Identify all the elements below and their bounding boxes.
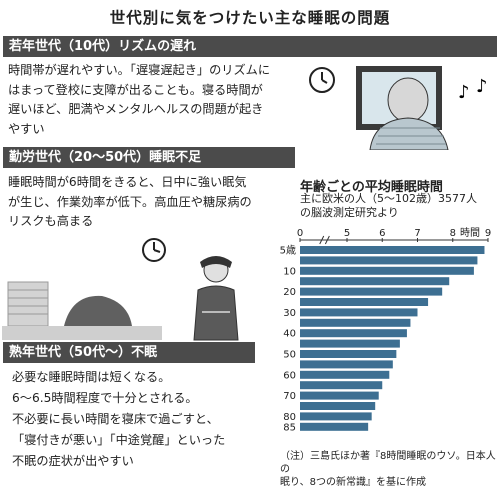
- worker-illustration: [2, 238, 239, 341]
- y-tick-label: 20: [283, 287, 296, 298]
- chart-bar: [300, 298, 429, 306]
- x-tick-label: 9: [485, 228, 491, 239]
- section-body-worker: 睡眠時間が6時間をきると、日中に強い眠気 が生じ、作業効率が低下。高血圧や糖尿病…: [8, 173, 252, 232]
- section-body-youth: 時間帯が遅れやすい。「遅寝遅起き」のリズムに はまって登校に支障が出ることも。寝…: [8, 61, 270, 139]
- body-line: 不眠の症状が出やすい: [12, 454, 134, 468]
- chart-subtitle-line: 主に欧米の人（5〜102歳）3577人: [300, 192, 477, 205]
- youth-illustration: ♪ ♪: [309, 66, 488, 150]
- axis-break-mark: [319, 235, 330, 245]
- chart-note-line: （注）三島氏ほか著『8時間睡眠のウソ。日本人の: [280, 451, 496, 475]
- music-note-icon: ♪ ♪: [458, 76, 488, 103]
- y-tick-label: 60: [283, 370, 296, 381]
- x-tick-label: 7: [414, 228, 420, 239]
- body-line: やすい: [8, 121, 45, 136]
- body-line: 「寝付きが悪い」「中途覚醒」といった: [12, 433, 226, 447]
- chart-bar: [300, 360, 393, 369]
- y-tick-label: 50: [283, 350, 296, 361]
- chart-bar: [300, 412, 372, 421]
- chart-bar: [300, 277, 450, 286]
- chart-bar: [300, 329, 407, 338]
- section-body-senior: 必要な睡眠時間は短くなる。 6〜6.5時間程度で十分とされる。 不必要に長い時間…: [12, 367, 225, 472]
- chart-bar: [300, 370, 390, 379]
- standing-person-illustration: [193, 256, 239, 341]
- body-line: 必要な睡眠時間は短くなる。: [12, 370, 171, 384]
- x-axis-unit: 時間: [460, 227, 480, 239]
- body-line: 6〜6.5時間程度で十分とされる。: [12, 391, 198, 405]
- body-line: 遅いほど、肥満やメンタルヘルスの問題が起き: [8, 102, 264, 116]
- x-tick-label: 5: [344, 228, 350, 239]
- body-line: 不必要に長い時間を寝床で過ごすと、: [12, 412, 219, 426]
- person-back-illustration: [369, 77, 449, 150]
- body-line: はまって登校に支障が出ることも。寝る時間が: [8, 82, 263, 97]
- chart-bar: [300, 350, 397, 358]
- chart-bar: [300, 381, 383, 390]
- chart-bar: [300, 422, 369, 431]
- chart-bar: [300, 246, 485, 254]
- x-tick-label: 0: [297, 228, 303, 239]
- chart-bar: [300, 308, 418, 317]
- x-tick-label: 6: [379, 228, 385, 239]
- chart-bar: [300, 287, 443, 296]
- chart-bar: [300, 402, 376, 410]
- chart-title: 年齢ごとの平均睡眠時間: [300, 180, 443, 195]
- svg-text:♪: ♪: [458, 82, 470, 103]
- chart-subtitle-line: の脳波測定研究より: [300, 206, 399, 219]
- body-line: が生じ、作業効率が低下。高血圧や糖尿病の: [8, 194, 252, 209]
- page-title: 世代別に気をつけたい主な睡眠の問題: [109, 9, 391, 27]
- chart-note: （注）三島氏ほか著『8時間睡眠のウソ。日本人の 眠り、8つの新常識』を基に作成: [280, 450, 498, 489]
- desk-illustration: [2, 326, 162, 340]
- paper-stack-illustration: [7, 281, 49, 327]
- body-line: 時間帯が遅れやすい。「遅寝遅起き」のリズムに: [8, 63, 271, 77]
- chart-bar: [300, 391, 379, 400]
- chart-subtitle: 主に欧米の人（5〜102歳）3577人 の脳波測定研究より: [300, 192, 500, 220]
- chart-bar: [300, 266, 474, 275]
- y-tick-label: 10: [283, 266, 296, 277]
- y-tick-label: 80: [283, 412, 296, 423]
- clock-icon: [142, 238, 166, 262]
- y-tick-label: 5歳: [280, 245, 296, 257]
- svg-text:♪: ♪: [476, 76, 488, 97]
- sleeping-worker-illustration: [64, 295, 132, 326]
- y-tick-label: 30: [283, 308, 296, 319]
- chart-bar: [300, 318, 411, 327]
- chart-bar: [300, 256, 478, 265]
- body-line: 睡眠時間が6時間をきると、日中に強い眠気: [8, 175, 247, 189]
- clock-icon: [309, 67, 335, 93]
- y-tick-label: 40: [283, 329, 296, 340]
- y-tick-label: 70: [283, 391, 296, 402]
- chart-bar: [300, 339, 400, 348]
- section-heading-youth: 若年世代（10代）リズムの遅れ: [3, 36, 497, 57]
- x-tick-label: 8: [450, 228, 456, 239]
- body-line: リスクも高まる: [8, 214, 94, 228]
- section-heading-senior: 熟年世代（50代〜）不眠: [3, 342, 255, 363]
- y-tick-label: 85: [283, 422, 296, 433]
- section-heading-worker: 勤労世代（20〜50代）睡眠不足: [3, 147, 295, 168]
